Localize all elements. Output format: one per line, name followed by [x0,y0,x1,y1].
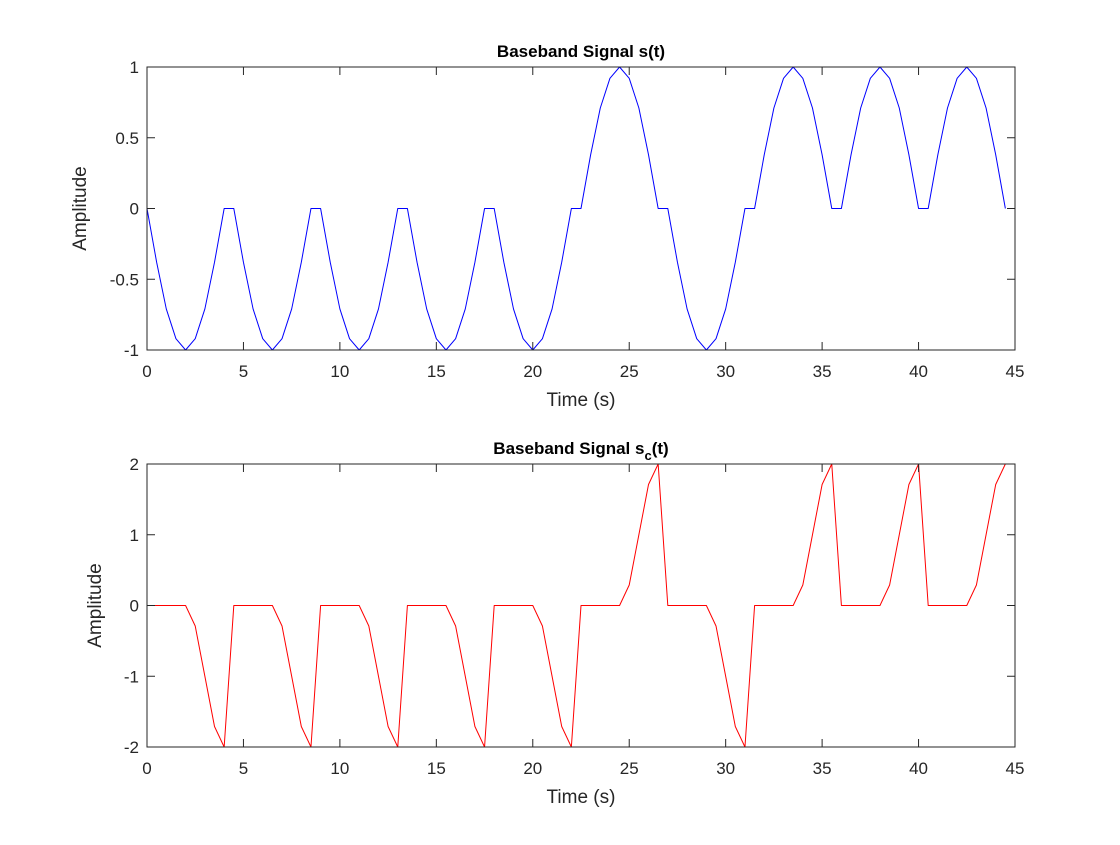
x-tick-label: 25 [620,362,639,381]
data-line [146,66,1006,351]
x-axis-label: Time (s) [547,787,616,808]
x-tick-label: 30 [716,362,735,381]
x-tick-label: 35 [813,759,832,778]
x-tick-label: 15 [427,362,446,381]
title-text: (t) [652,439,669,458]
x-tick-label: 25 [620,759,639,778]
data-line [147,463,1006,748]
chart-title: Baseband Signal s(t) [497,42,665,61]
x-tick-label: 0 [142,759,151,778]
subplot: Baseband Signal s(t)0 5 10 15 20 25 30 35 40 45-1… [70,42,1024,411]
x-tick-label: 35 [813,362,832,381]
x-tick-label: 40 [909,759,928,778]
x-tick-label: 5 [239,362,248,381]
x-axis-label: Time (s) [547,390,616,411]
x-tick-label: 30 [716,759,735,778]
x-tick-label: 40 [909,362,928,381]
x-tick-label: 15 [427,759,446,778]
x-tick-label: 20 [523,759,542,778]
x-tick-label: 45 [1006,362,1025,381]
y-axis-label: Amplitude [85,563,106,648]
x-tick-label: 10 [330,362,349,381]
y-tick-label: 1 [130,58,139,77]
y-tick-label: -1 [124,341,139,360]
y-axis-label: Amplitude [70,166,91,251]
y-tick-label: 0 [130,597,139,616]
y-tick-label: 0 [130,200,139,219]
title-text: Baseband Signal s [493,439,644,458]
subplot: Baseband Signal sc(t)0 5 10 15 20 25 30 35 40 45-… [85,439,1024,808]
x-tick-label: 0 [142,362,151,381]
x-tick-label: 45 [1006,759,1025,778]
x-tick-label: 5 [239,759,248,778]
title-text: Baseband Signal s(t) [497,42,665,61]
title-subscript: c [644,448,651,463]
y-tick-label: 2 [130,455,139,474]
y-tick-label: -0.5 [110,270,139,289]
y-tick-label: -2 [124,738,139,757]
y-tick-label: -1 [124,667,139,686]
x-tick-label: 20 [523,362,542,381]
x-tick-label: 10 [330,759,349,778]
y-tick-label: 1 [130,526,139,545]
chart-title: Baseband Signal sc(t) [493,439,668,463]
y-tick-label: 0.5 [115,129,139,148]
